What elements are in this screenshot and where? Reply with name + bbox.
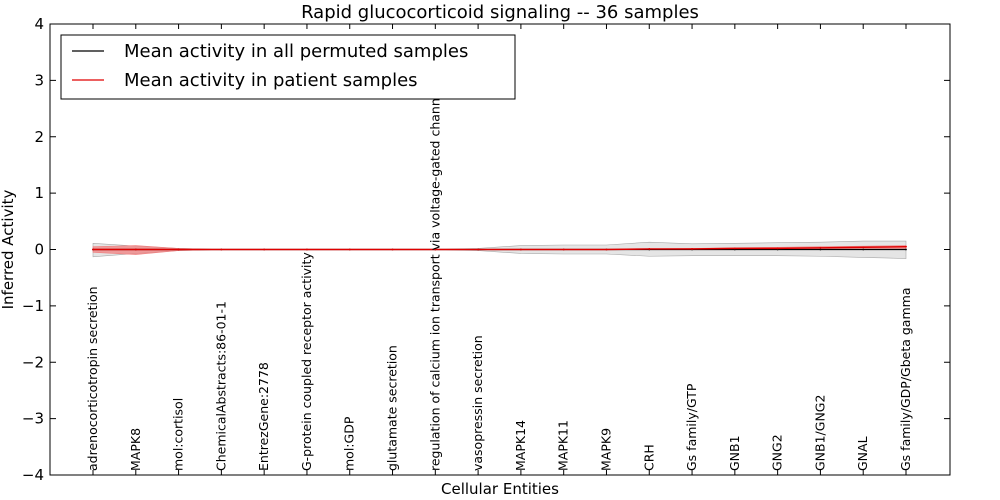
- y-tick-label-4: 0: [34, 241, 44, 259]
- entity-label-1: MAPK8: [128, 428, 143, 471]
- y-axis-title: Inferred Activity: [0, 189, 17, 309]
- point-series-0-19: [905, 248, 907, 251]
- y-tick-label-3: −1: [22, 297, 44, 315]
- entity-label-5: G-protein coupled receptor activity: [299, 252, 314, 471]
- legend-label-permuted: Mean activity in all permuted samples: [124, 41, 468, 62]
- legend-box: [60, 34, 516, 100]
- entity-label-9: vasopressin secretion: [470, 335, 485, 471]
- entity-labels: adrenocorticotropin secretion MAPK8 mol:co…: [85, 87, 913, 471]
- y-tick-label-8: 4: [34, 15, 44, 33]
- point-series-1-3: [220, 248, 223, 251]
- y-tick-label-7: 3: [34, 71, 44, 89]
- legend-label-patient: Mean activity in patient samples: [124, 70, 418, 91]
- entity-label-3: ChemicalAbstracts:86-01-1: [213, 301, 228, 471]
- point-series-0-17: [819, 248, 822, 251]
- series-lines: [92, 245, 907, 251]
- entity-label-10: MAPK14: [513, 420, 528, 471]
- y-tick-label-0: −4: [22, 466, 44, 484]
- entity-label-14: Gs family/GTP: [684, 383, 699, 471]
- entity-label-11: MAPK11: [556, 420, 571, 471]
- x-axis-title: Cellular Entities: [441, 480, 559, 498]
- point-series-1-17: [819, 246, 822, 249]
- point-series-1-18: [862, 246, 865, 249]
- point-series-1-0: [92, 248, 94, 251]
- point-series-1-10: [519, 248, 522, 251]
- point-series-1-2: [177, 248, 180, 251]
- legend: Mean activity in all permuted samples Me…: [60, 34, 516, 100]
- y-axis-ticks: −4 −3 −2 −1 0 1 2 3 4: [22, 15, 950, 484]
- point-series-1-16: [776, 247, 779, 250]
- entity-label-12: MAPK9: [598, 428, 613, 471]
- entity-label-2: mol:cortisol: [171, 398, 186, 471]
- point-series-1-5: [306, 248, 308, 251]
- point-series-1-6: [348, 248, 351, 251]
- point-series-1-11: [562, 248, 565, 251]
- entity-label-4: EntrezGene:2778: [256, 362, 271, 471]
- line-series-1: [93, 245, 907, 251]
- entity-label-7: glutamate secretion: [385, 345, 400, 471]
- y-tick-label-6: 2: [34, 128, 44, 146]
- point-series-1-8: [434, 248, 437, 251]
- chart-title: Rapid glucocorticoid signaling -- 36 sam…: [301, 2, 699, 23]
- point-series-1-15: [733, 247, 736, 250]
- point-series-0-18: [862, 248, 865, 251]
- entity-label-0: adrenocorticotropin secretion: [85, 286, 100, 471]
- entity-label-6: mol:GDP: [342, 416, 357, 471]
- y-tick-label-5: 1: [34, 184, 44, 202]
- point-series-1-9: [477, 248, 480, 251]
- entity-label-13: CRH: [641, 444, 656, 471]
- entity-label-18: GNAL: [855, 436, 870, 471]
- entity-label-17: GNB1/GNG2: [812, 395, 827, 471]
- point-series-1-1: [134, 248, 137, 251]
- point-series-1-14: [691, 248, 693, 250]
- point-series-1-7: [391, 248, 394, 251]
- point-series-1-12: [605, 248, 608, 251]
- entity-label-15: GNB1: [727, 435, 742, 471]
- y-tick-label-2: −2: [22, 353, 44, 371]
- point-series-1-13: [648, 248, 651, 250]
- point-series-1-4: [263, 248, 266, 251]
- entity-label-19: Gs family/GDP/Gbeta gamma: [898, 288, 913, 471]
- y-tick-label-1: −3: [22, 410, 44, 428]
- point-series-1-19: [905, 245, 907, 248]
- entity-label-16: GNG2: [770, 434, 785, 471]
- entity-label-8: regulation of calcium ion transport via …: [427, 87, 442, 471]
